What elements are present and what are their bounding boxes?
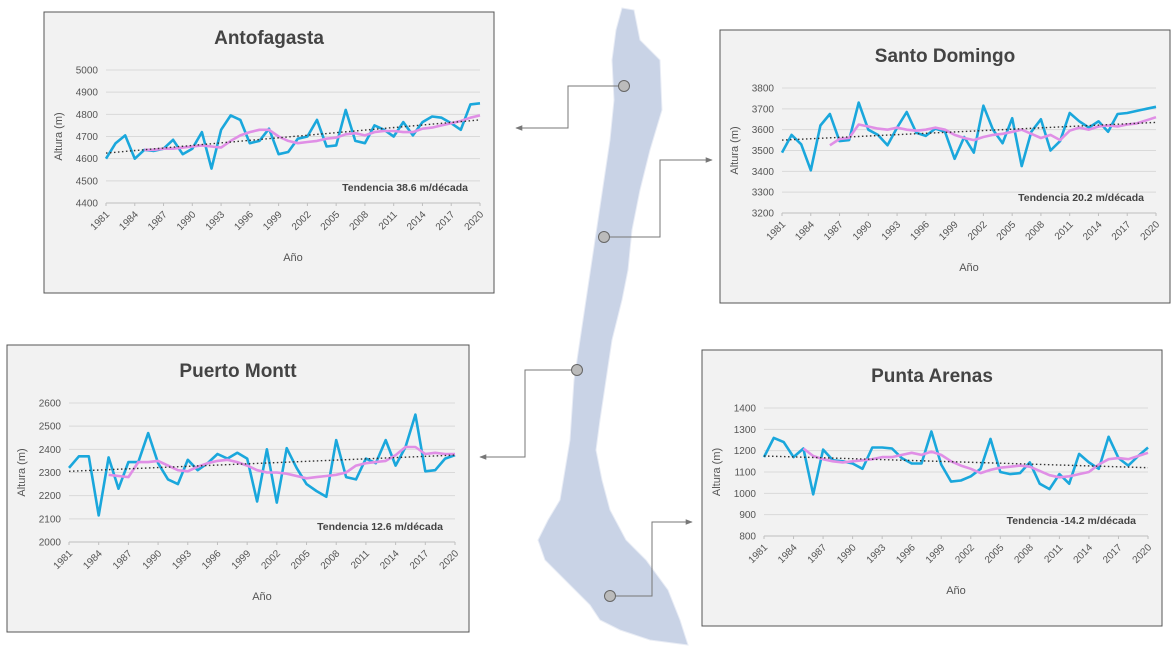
trend-annotation: Tendencia -14.2 m/década	[1007, 515, 1137, 527]
y-tick-label: 2300	[39, 468, 62, 479]
trend-line	[781, 121, 1157, 141]
panel-background	[43, 11, 495, 294]
y-tick-label: 3800	[752, 84, 775, 95]
location-marker	[604, 590, 616, 602]
y-tick-label: 1000	[734, 489, 757, 500]
map	[479, 7, 713, 646]
chart-panel: Punta Arenas8009001000110012001300140019…	[701, 349, 1163, 627]
trend-line	[105, 119, 481, 154]
trend-annotation: Tendencia 38.6 m/década	[342, 182, 468, 194]
y-tick-label: 1100	[734, 468, 756, 479]
location-marker	[598, 231, 610, 243]
chart-title: Santo Domingo	[875, 46, 1015, 67]
y-tick-label: 2600	[39, 399, 62, 410]
x-axis-label: Año	[283, 252, 303, 264]
y-tick-label: 4600	[76, 154, 99, 165]
data-line	[762, 430, 1149, 496]
chart-panel: Antofagasta44004500460047004800490050001…	[43, 11, 495, 294]
y-axis-label: Altura (m)	[729, 126, 741, 174]
connector-arrow	[515, 85, 618, 131]
panel-background	[6, 344, 470, 633]
trend-annotation: Tendencia 12.6 m/década	[317, 521, 443, 533]
data-line	[829, 115, 1157, 147]
panel-background	[719, 29, 1171, 304]
x-axis-label: Año	[946, 585, 966, 597]
chart-title: Punta Arenas	[871, 366, 993, 387]
connector-arrow	[616, 519, 693, 597]
map-shape	[537, 7, 689, 646]
x-axis-label: Año	[959, 262, 979, 274]
y-tick-label: 3200	[752, 209, 775, 220]
y-tick-label: 5000	[76, 66, 99, 77]
y-tick-label: 4700	[76, 132, 99, 143]
y-tick-label: 3700	[752, 104, 775, 115]
connector-arrow	[610, 157, 713, 238]
y-tick-label: 3300	[752, 188, 775, 199]
data-line	[144, 114, 481, 152]
connector-arrow	[479, 369, 571, 460]
y-tick-label: 900	[739, 510, 756, 521]
y-tick-label: 3500	[752, 146, 775, 157]
location-marker	[618, 80, 630, 92]
data-line	[108, 445, 455, 480]
chart-title: Puerto Montt	[179, 361, 297, 382]
trend-line	[68, 454, 456, 472]
y-tick-label: 1200	[734, 446, 757, 457]
y-tick-label: 3400	[752, 167, 775, 178]
chart-panel: Santo Domingo 3200 3300 3400 3500 3600 3700 380…	[719, 29, 1171, 304]
y-tick-label: 800	[739, 532, 756, 543]
chart-panel: Puerto Montt 2000 2100 2200 2300 2400 2500 2600…	[6, 344, 470, 633]
y-tick-label: 2000	[39, 538, 62, 549]
data-line	[780, 101, 1157, 172]
y-tick-label: 2100	[39, 514, 62, 525]
trend-line	[763, 455, 1149, 469]
y-tick-label: 4400	[76, 199, 99, 210]
x-axis-label: Año	[252, 591, 272, 603]
data-line	[802, 447, 1149, 479]
y-axis-label: Altura (m)	[711, 448, 723, 496]
chart-title: Antofagasta	[214, 28, 324, 49]
y-tick-label: 4800	[76, 110, 99, 121]
trend-annotation: Tendencia 20.2 m/década	[1018, 192, 1144, 204]
y-tick-label: 1300	[734, 425, 757, 436]
data-line	[68, 413, 456, 517]
y-tick-label: 4500	[76, 176, 99, 187]
location-marker	[571, 364, 583, 376]
y-axis-label: Altura (m)	[16, 448, 28, 496]
y-tick-label: 2200	[39, 491, 62, 502]
panel-background	[701, 349, 1163, 627]
y-tick-label: 2500	[39, 422, 62, 433]
data-line	[104, 102, 481, 170]
y-axis-label: Altura (m)	[53, 112, 65, 160]
y-tick-label: 2400	[39, 445, 62, 456]
y-tick-label: 1400	[734, 404, 757, 415]
y-tick-label: 3600	[752, 125, 775, 136]
y-tick-label: 4900	[76, 88, 99, 99]
